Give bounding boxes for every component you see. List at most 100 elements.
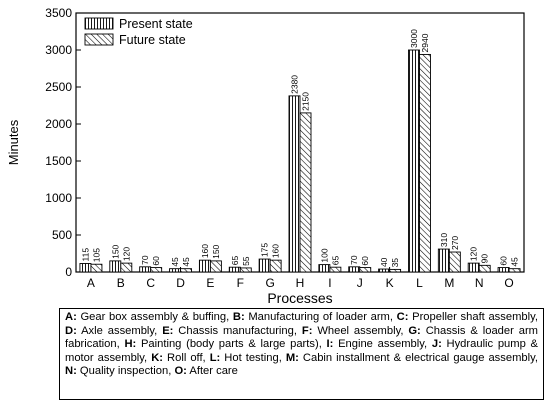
present-state-bar-i [318,264,331,273]
future-state-bar-d [180,268,192,273]
y-tick-label: 1500 [45,154,72,168]
present-state-value-b: 150 [110,244,120,258]
present-state-bar-n [467,262,480,273]
caption-text: Propeller shaft assembly, [408,311,538,323]
x-tick-label-o: O [504,276,513,290]
present-state-bar-e [198,259,211,273]
present-state-value-i: 100 [319,248,329,262]
future-state-value-n: 90 [480,254,490,264]
future-state-bar-h [299,112,312,273]
caption-text: Wheel assembly, [312,324,409,337]
future-state-bar-l [419,53,431,273]
future-state-bar-g [269,259,282,273]
x-tick-label-m: M [444,276,454,290]
x-tick-label-b: B [117,276,125,290]
present-state-bar-h [288,95,301,273]
legend-swatch-present-state [84,17,114,30]
caption-key: F: [301,324,313,337]
present-state-value-c: 70 [140,255,150,265]
present-state-value-m: 310 [439,233,449,247]
caption-text: Manufacturing of loader arm, [244,311,397,323]
present-state-value-a: 115 [80,248,90,262]
x-tick-label-h: H [296,276,305,290]
caption-text: Axle assembly, [76,324,163,337]
x-tick-label-l: L [416,276,423,290]
x-tick-label-a: A [87,276,95,290]
x-tick-label-i: I [328,276,331,290]
caption-text: Chassis manufacturing, [173,324,302,337]
caption-key: B: [232,311,245,323]
future-state-bar-m [448,251,461,273]
present-state-bar-k [378,268,391,273]
legend-label-future-state: Future state [119,33,186,47]
y-axis-label: Minutes [6,119,21,165]
caption-key: A: [65,311,77,323]
x-tick-label-n: N [475,276,484,290]
y-tick-label: 2000 [45,117,72,131]
y-tick-label: 3500 [45,6,72,20]
present-state-value-g: 175 [260,243,270,257]
x-tick-label-g: G [265,276,274,290]
future-state-bar-k [389,268,402,273]
x-tick-label-e: E [206,276,214,290]
present-state-value-n: 120 [469,247,479,261]
caption-key: C: [396,311,409,323]
caption-key: E: [162,324,174,337]
present-state-bar-g [258,258,271,273]
future-state-bar-a [90,263,103,273]
present-state-bar-l [408,49,420,273]
present-state-bar-o [497,267,510,273]
caption-text: Hot testing, [220,351,286,364]
caption-key: G: [408,324,421,337]
x-tick-label-d: D [176,276,185,290]
x-axis-label: Processes [267,290,332,306]
x-tick-label-c: C [146,276,155,290]
future-state-bar-n [478,264,491,273]
y-tick-label: 3000 [45,43,72,57]
future-state-value-a: 105 [91,248,101,262]
present-state-bar-f [228,266,241,273]
y-tick-label: 2500 [45,80,72,94]
present-state-value-l: 3000 [409,29,419,48]
caption-key: D: [65,324,77,337]
present-state-value-k: 40 [379,257,389,267]
future-state-bar-j [359,267,372,273]
future-state-value-e: 150 [211,244,221,258]
future-state-bar-i [329,266,342,273]
caption-text: Gear box assembly & buffing, [76,311,233,323]
future-state-value-d: 45 [181,257,191,267]
present-state-value-o: 60 [499,256,509,266]
future-state-value-o: 45 [510,257,520,267]
future-state-value-l: 2940 [420,33,430,52]
caption-key: M: [285,351,299,364]
future-state-bar-f [239,267,252,273]
future-state-value-j: 60 [360,256,370,266]
future-state-bar-c [150,267,163,273]
y-tick-label: 500 [52,228,72,242]
present-state-value-d: 45 [170,257,180,267]
future-state-value-f: 55 [241,256,251,266]
caption-text: Engine assembly, [333,338,432,351]
future-state-value-c: 60 [151,256,161,266]
y-tick-label: 1000 [45,191,72,205]
future-state-value-m: 270 [450,236,460,250]
caption-key: L: [209,351,221,364]
future-state-bar-b [120,262,133,273]
future-state-value-k: 35 [390,258,400,268]
caption-text: Roll off, [163,351,210,364]
caption-text: Hydraulic pump & motor assembly, [65,338,538,364]
caption-key: O: [174,365,187,378]
present-state-value-j: 70 [349,255,359,265]
x-tick-label-k: K [386,276,394,290]
present-state-bar-c [139,266,152,273]
y-tick-label: 0 [65,265,72,279]
caption-text: Chassis & loader arm fabrication, [65,324,538,351]
future-state-bar-e [209,260,222,273]
process-legend-caption: A: Gear box assembly & buffing, B: Manuf… [59,308,544,400]
future-state-value-g: 160 [271,244,281,258]
caption-text: Painting (body parts & large parts), [136,338,327,351]
present-state-bar-a [79,263,92,273]
caption-key: J: [431,338,442,351]
x-tick-label-f: F [237,276,244,290]
